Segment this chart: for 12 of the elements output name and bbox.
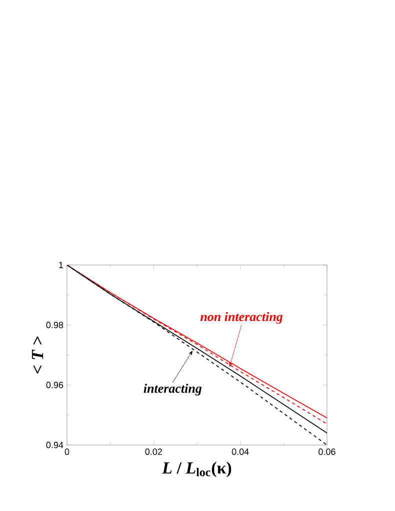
x-tick-label: 0 [64,448,70,455]
y-axis-title: < T > [32,336,44,374]
annotation: non interacting [200,312,283,324]
x-tick-label: 0.02 [145,448,162,455]
y-tick-label: 1 [59,262,64,268]
y-tick-label: 0.98 [46,322,64,328]
x-axis-title: L / L$_{loc}$(κ) [162,462,232,478]
y-tick-label: 0.96 [46,382,64,388]
x-tick-label: 0.06 [318,448,336,455]
y-tick-label: 0.94 [46,442,64,448]
annotation: interacting [144,384,202,396]
x-tick-label: 0.04 [232,448,249,455]
